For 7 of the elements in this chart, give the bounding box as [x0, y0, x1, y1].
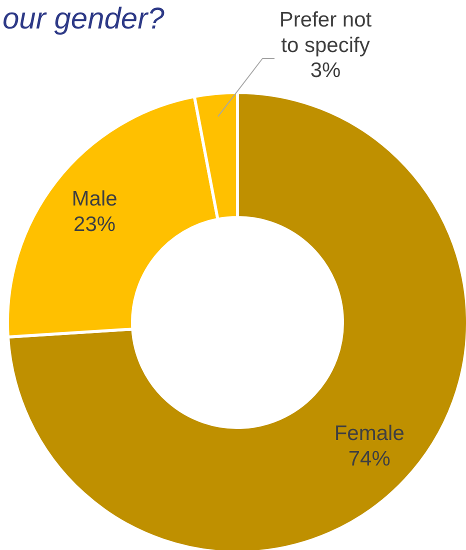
data-label: 3% — [310, 59, 341, 82]
data-label: 74% — [348, 447, 390, 470]
data-label: 23% — [74, 212, 116, 236]
chart-title: our gender? — [2, 2, 165, 36]
slice-label: Prefer not to specify — [279, 8, 372, 57]
slice-label: Male — [72, 187, 118, 210]
slice-label: Female — [334, 422, 404, 446]
